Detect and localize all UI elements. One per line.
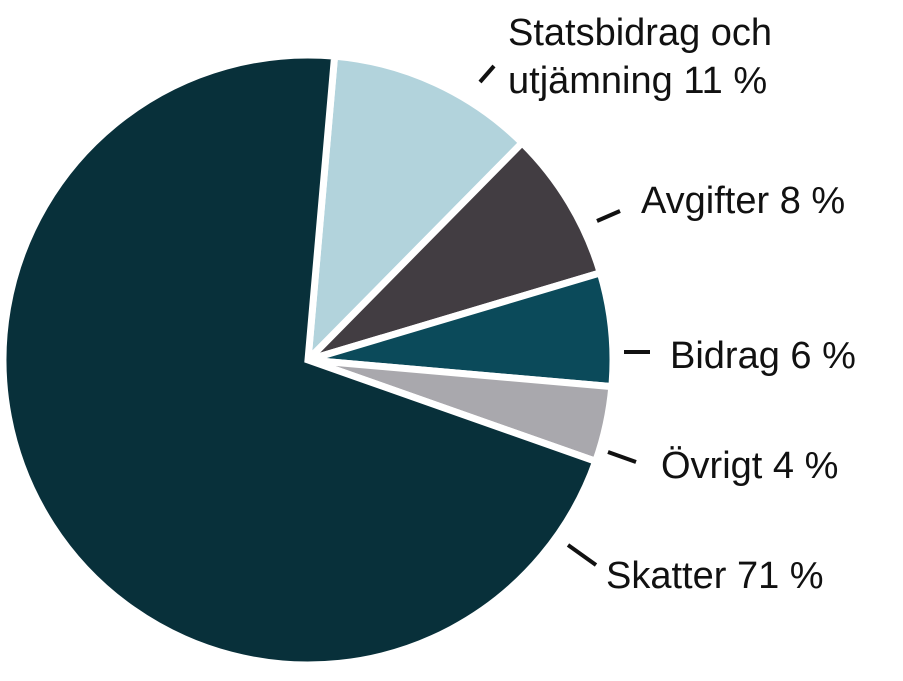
- pie-slice-avgifter: [305, 137, 605, 364]
- leader-line-skatter: [566, 543, 598, 567]
- slice-label-line: Övrigt 4 %: [661, 445, 838, 487]
- leader-line-avgifter: [596, 209, 621, 223]
- slice-label-bidrag: Bidrag 6 %: [670, 335, 856, 377]
- leader-line-statsbidrag: [478, 64, 496, 84]
- slice-labels: Statsbidrag och utjämning 11 % Avgifter 8 …: [508, 12, 856, 597]
- leader-line-ovrigt: [607, 450, 637, 464]
- slice-label-skatter: Skatter 71 %: [606, 555, 824, 597]
- slice-label-line: Avgifter 8 %: [641, 180, 845, 222]
- leader-lines: [478, 64, 650, 567]
- pie-slice-skatter: [0, 51, 601, 669]
- slice-label-line: Skatter 71 %: [606, 555, 824, 597]
- slice-label-line: Bidrag 6 %: [670, 335, 856, 377]
- slice-label-avgifter: Avgifter 8 %: [641, 180, 845, 222]
- pie-slice-statsbidrag: [303, 52, 528, 370]
- slice-label-line: Statsbidrag och: [508, 12, 772, 54]
- slice-label-statsbidrag: Statsbidrag och utjämning 11 %: [508, 12, 772, 102]
- pie-slices: [0, 51, 617, 669]
- slice-label-line: utjämning 11 %: [508, 60, 767, 102]
- slice-label-ovrigt: Övrigt 4 %: [661, 445, 838, 487]
